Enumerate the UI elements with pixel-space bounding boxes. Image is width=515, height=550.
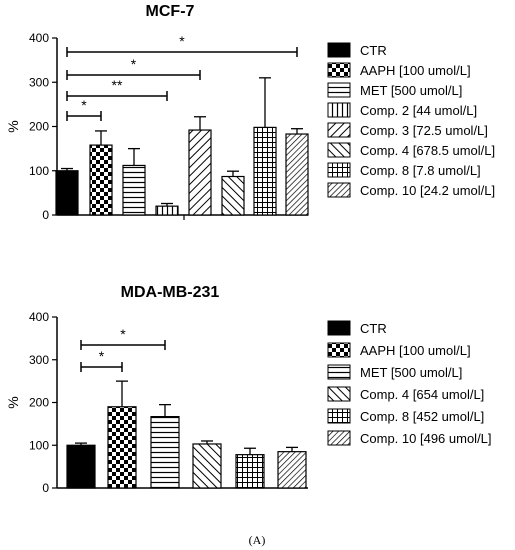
- y-tick-label: 300: [29, 353, 49, 367]
- y-tick-label: 300: [29, 75, 49, 89]
- y-tick-label: 400: [29, 31, 49, 45]
- significance-label: *: [131, 56, 137, 72]
- legend-swatch: [327, 408, 351, 424]
- bar-6: [277, 451, 307, 489]
- legend-swatch: [327, 182, 351, 198]
- significance-label: *: [120, 326, 126, 342]
- y-tick-label: 100: [29, 438, 49, 452]
- legend-swatch: [327, 162, 351, 178]
- legend-label: Comp. 2 [44 umol/L]: [360, 103, 477, 118]
- y-tick-label: 200: [29, 120, 49, 134]
- significance-label: **: [112, 77, 123, 93]
- chart-panel-2: MDA-MB-231 0 100 200 300 400% * * CTR AAPH [100 u…: [5, 284, 492, 495]
- legend-label: Comp. 8 [452 umol/L]: [360, 409, 484, 424]
- legend-label: Comp. 10 [24.2 umol/L]: [360, 183, 495, 198]
- legend-swatch: [327, 320, 351, 336]
- legend-label: CTR: [360, 321, 387, 336]
- y-axis-label: %: [5, 396, 21, 408]
- legend-swatch: [327, 342, 351, 358]
- significance-label: *: [179, 33, 185, 49]
- bar-1: [55, 170, 79, 216]
- bar-8: [285, 133, 309, 216]
- legend-swatch: [327, 364, 351, 380]
- chart-title: MCF-7: [146, 3, 195, 20]
- legend-swatch: [327, 42, 351, 58]
- bar-1: [66, 444, 96, 489]
- bar-2: [107, 406, 137, 489]
- legend-label: CTR: [360, 43, 387, 58]
- bar-3: [122, 164, 146, 216]
- y-tick-label: 200: [29, 396, 49, 410]
- legend-label: Comp. 3 [72.5 umol/L]: [360, 123, 488, 138]
- bar-5: [188, 129, 212, 216]
- legend-label: MET [500 umol/L]: [360, 365, 462, 380]
- chart-title: MDA-MB-231: [121, 284, 220, 301]
- legend-swatch: [327, 142, 351, 158]
- legend-swatch: [327, 430, 351, 446]
- legend-label: Comp. 8 [7.8 umol/L]: [360, 163, 481, 178]
- legend-swatch: [327, 122, 351, 138]
- legend-label: Comp. 4 [678.5 umol/L]: [360, 143, 495, 158]
- legend-swatch: [327, 102, 351, 118]
- legend-swatch: [327, 386, 351, 402]
- bar-5: [235, 454, 265, 489]
- legend-label: Comp. 4 [654 umol/L]: [360, 387, 484, 402]
- y-axis-label: %: [5, 120, 21, 132]
- bar-2: [89, 144, 113, 216]
- y-tick-label: 0: [42, 208, 49, 222]
- bar-6: [221, 175, 245, 216]
- bar-3: [150, 416, 180, 489]
- y-tick-label: 0: [42, 481, 49, 495]
- significance-label: *: [99, 348, 105, 364]
- legend-label: MET [500 umol/L]: [360, 83, 462, 98]
- legend-label: AAPH [100 umol/L]: [360, 63, 471, 78]
- bar-4: [192, 443, 222, 489]
- bar-7: [253, 126, 277, 216]
- significance-label: *: [81, 97, 87, 113]
- legend-swatch: [327, 82, 351, 98]
- legend-swatch: [327, 62, 351, 78]
- bar-4: [155, 205, 179, 216]
- legend-label: Comp. 10 [496 umol/L]: [360, 431, 492, 446]
- y-tick-label: 100: [29, 164, 49, 178]
- figure-caption: (A): [249, 533, 266, 547]
- legend-label: AAPH [100 umol/L]: [360, 343, 471, 358]
- y-tick-label: 400: [29, 310, 49, 324]
